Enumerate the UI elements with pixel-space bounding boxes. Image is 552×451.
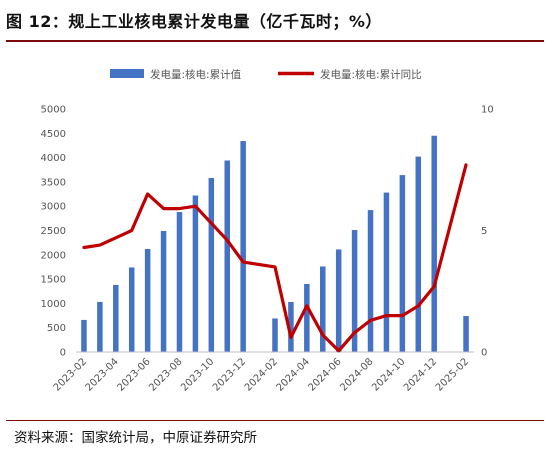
y-right-tick-label: 5 — [481, 226, 487, 237]
bar-2024-10 — [399, 175, 406, 352]
y-right-tick-label: 0 — [481, 348, 487, 359]
bar-2023-07 — [160, 230, 167, 352]
y-left-tick-label: 2000 — [41, 250, 66, 261]
x-tick-label: 2024-08 — [338, 356, 375, 393]
bar-2023-09 — [192, 195, 199, 352]
y-left-tick-label: 4000 — [41, 153, 66, 164]
chart: 发电量:核电:累计值 发电量:核电:累计同比 0 500 1000 1500 2000 2… — [41, 68, 494, 394]
bar-2023-02 — [81, 319, 87, 352]
x-tick-label: 2023-10 — [179, 356, 216, 393]
chart-legend: 发电量:核电:累计值 发电量:核电:累计同比 — [110, 68, 422, 81]
bar-2024-03 — [288, 301, 294, 352]
y-right-tick-label: 10 — [481, 105, 494, 116]
y-left-tick-label: 5000 — [41, 105, 66, 116]
legend-bar-swatch — [110, 69, 144, 78]
bar-2023-03 — [97, 301, 103, 352]
y-left-tick-label: 500 — [47, 323, 66, 334]
x-tick-label: 2025-02 — [434, 356, 471, 393]
y-left-tick-label: 4500 — [41, 129, 66, 140]
bar-2023-10 — [208, 178, 215, 352]
bar-2024-08 — [367, 210, 374, 352]
bar-2023-06 — [144, 248, 151, 352]
plot-area: 0 500 1000 1500 2000 2500 3000 3500 4000 4500 5000… — [41, 105, 494, 394]
x-tick-label: 2023-04 — [84, 356, 121, 393]
bar-2024-09 — [383, 192, 390, 352]
bar-2025-02 — [463, 316, 469, 352]
x-tick-label: 2023-06 — [115, 356, 152, 393]
figure-title: 图 12：规上工业核电累计发电量（亿千瓦时；%） — [6, 12, 382, 31]
bar-2023-05 — [128, 267, 135, 352]
yoy-growth-line — [82, 163, 468, 353]
bar-2024-06 — [335, 249, 342, 352]
y-left-tick-label: 3000 — [41, 202, 66, 213]
bar-2023-12 — [240, 141, 246, 352]
source-divider — [6, 420, 544, 421]
bar-2023-11 — [224, 160, 230, 352]
x-tick-label: 2023-02 — [52, 356, 89, 393]
bar-2024-04 — [304, 283, 310, 352]
x-tick-label: 2024-12 — [402, 356, 439, 393]
x-tick-label: 2023-12 — [211, 356, 248, 393]
x-tick-label: 2024-02 — [243, 356, 280, 393]
bar-2024-11 — [415, 156, 422, 352]
source-note: 资料来源：国家统计局，中原证券研究所 — [14, 430, 257, 446]
bar-2024-07 — [351, 230, 358, 352]
legend-bar-label: 发电量:核电:累计值 — [150, 68, 242, 81]
y-left-tick-label: 1500 — [41, 275, 66, 286]
y-left-tick-label: 2500 — [41, 226, 66, 237]
y-left-tick-label: 3500 — [41, 177, 66, 188]
bar-2024-05 — [320, 266, 326, 352]
bar-2024-12 — [431, 135, 437, 352]
x-tick-label: 2023-08 — [147, 356, 184, 393]
bar-2023-04 — [113, 284, 119, 352]
x-tick-label: 2024-06 — [306, 356, 343, 393]
y-left-tick-label: 1000 — [41, 299, 66, 310]
x-tick-label: 2024-10 — [370, 356, 407, 393]
y-left-tick-label: 0 — [60, 348, 66, 359]
bar-2024-02 — [272, 318, 278, 352]
x-tick-label: 2024-04 — [275, 356, 312, 393]
title-divider — [6, 40, 544, 42]
bar-2023-08 — [176, 212, 183, 352]
legend-line-label: 发电量:核电:累计同比 — [320, 68, 422, 81]
